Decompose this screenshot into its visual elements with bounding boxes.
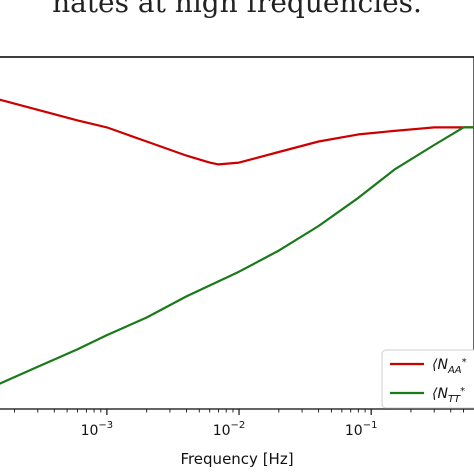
plot-frame — [0, 56, 474, 410]
x-tick-label: 10−2 — [213, 420, 246, 439]
series-line-ntt — [0, 126, 474, 385]
legend: ⟨NAA* ⟨NTT* — [381, 349, 474, 409]
series-line-naa — [0, 98, 474, 166]
x-tick-label: 10−1 — [345, 420, 378, 439]
x-axis-label: Frequency [Hz] — [180, 450, 293, 468]
legend-box — [381, 349, 474, 409]
x-tick-label: 10−3 — [81, 420, 114, 439]
figure-caption: nates at high frequencies. — [52, 0, 422, 19]
